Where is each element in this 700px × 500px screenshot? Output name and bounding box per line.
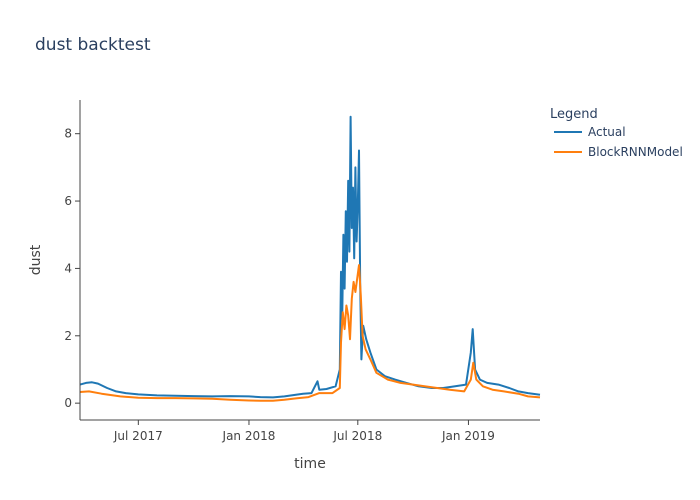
series-line-actual[interactable] <box>79 115 541 399</box>
legend-label-blockrnnmodel: BlockRNNModel <box>588 145 683 159</box>
y-tick-label: 8 <box>64 127 72 141</box>
legend: Legend Actual BlockRNNModel <box>550 107 683 159</box>
series-line-blockrnnmodel[interactable] <box>79 264 541 402</box>
x-tick-label: Jul 2018 <box>332 429 382 443</box>
legend-label-actual: Actual <box>588 125 626 139</box>
y-axis-title: dust <box>28 244 44 275</box>
x-tick-label: Jan 2019 <box>441 429 495 443</box>
y-tick-label: 2 <box>64 329 72 343</box>
legend-item-actual[interactable]: Actual <box>554 125 626 139</box>
series-layer <box>79 115 541 402</box>
x-tick-label: Jan 2018 <box>222 429 276 443</box>
y-tick-label: 0 <box>64 396 72 410</box>
x-tick-label: Jul 2017 <box>113 429 163 443</box>
plot-area: 0 2 4 6 8 Jul 2017 Jan 2018 Jul 2018 Jan 2019 <box>64 100 541 443</box>
chart-title: dust backtest <box>35 35 151 55</box>
y-tick-label: 4 <box>64 261 72 275</box>
y-tick-label: 6 <box>64 194 72 208</box>
x-ticks: Jul 2017 Jan 2018 Jul 2018 Jan 2019 <box>113 420 495 443</box>
legend-title: Legend <box>550 107 598 122</box>
y-ticks: 0 2 4 6 8 <box>64 127 80 410</box>
x-axis-title: time <box>294 456 326 472</box>
legend-item-blockrnnmodel[interactable]: BlockRNNModel <box>554 145 683 159</box>
